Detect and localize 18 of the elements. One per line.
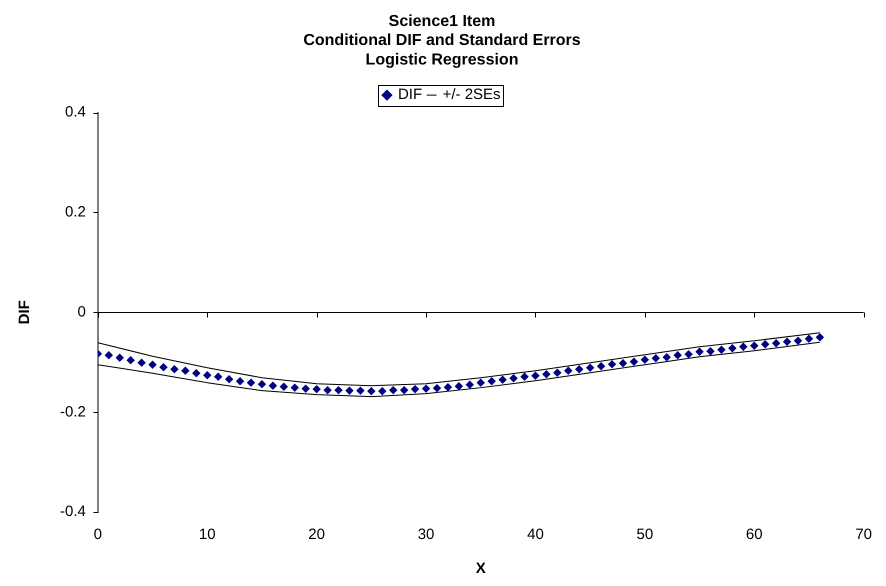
x-tick-label: 20 <box>308 526 325 544</box>
x-tick-label: 70 <box>855 526 872 544</box>
x-tick-label: 50 <box>636 526 654 544</box>
legend-label: DIF <box>398 86 422 104</box>
x-tick-label: 10 <box>198 526 216 544</box>
legend-label: +/- 2SEs <box>442 86 501 104</box>
x-tick-label: 60 <box>746 526 763 544</box>
y-tick-label: 0.2 <box>64 204 86 221</box>
chart-title: Science1 Item Conditional DIF and Standard Errors Logistic Regression <box>303 13 581 68</box>
y-tick-label: -0.2 <box>60 403 86 420</box>
x-tick-label: 0 <box>94 526 102 544</box>
x-tick-label: 30 <box>418 526 434 544</box>
x-tick-label: 40 <box>527 526 544 544</box>
y-tick-label: 0 <box>78 303 86 320</box>
y-tick-label: 0.4 <box>64 104 86 121</box>
x-axis-title: X <box>476 560 486 578</box>
y-tick-label: -0.4 <box>60 503 86 520</box>
y-axis-title: DIF <box>16 300 34 324</box>
